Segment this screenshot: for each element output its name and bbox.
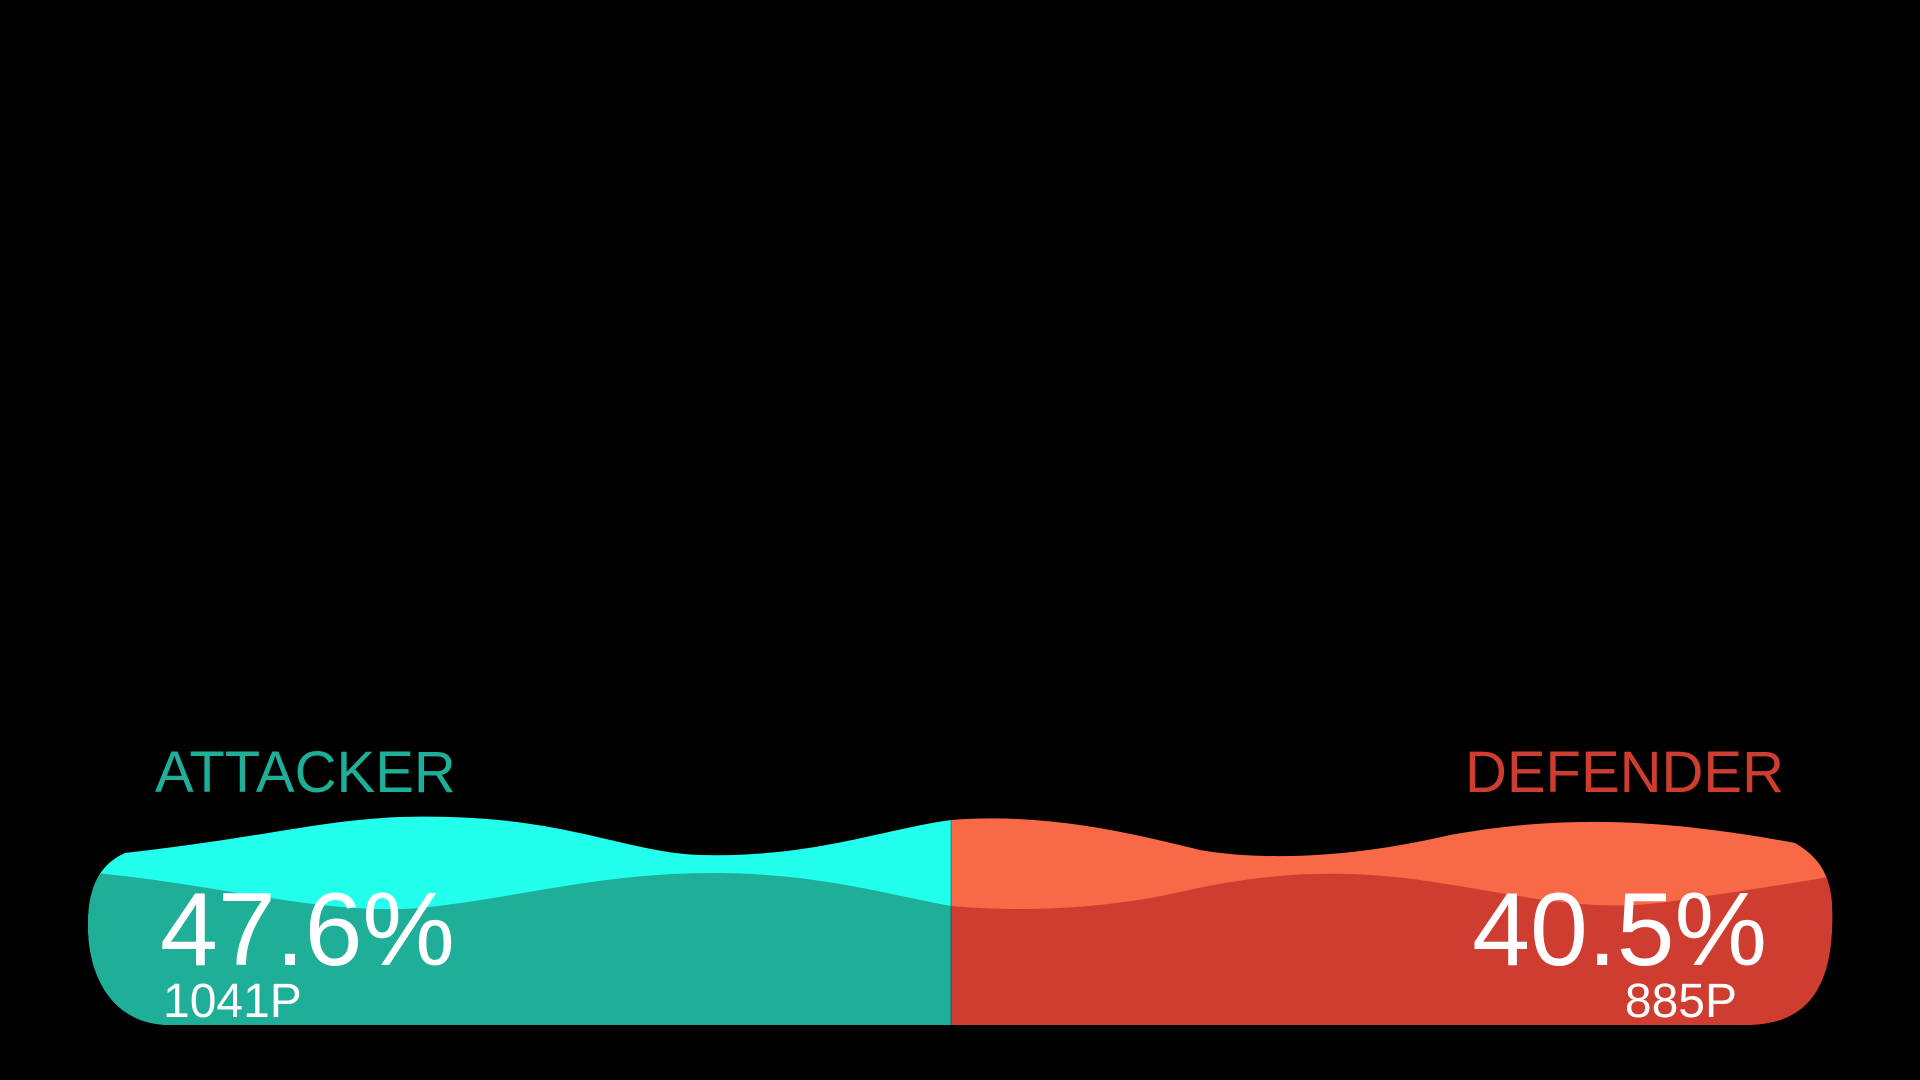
attacker-bar-segment [88,816,951,1025]
defender-bar-segment [951,816,1833,1025]
defender-percent: 40.5% [1472,872,1767,988]
attacker-team-label: ATTACKER [155,740,456,805]
defender-wave-dark [951,873,1833,1025]
defender-team-label: DEFENDER [1464,740,1784,805]
defender-points: 885P [1624,975,1737,1028]
attacker-points: 1041P [163,975,302,1028]
attacker-percent: 47.6% [160,872,455,988]
attacker-wave-dark [88,872,951,1025]
